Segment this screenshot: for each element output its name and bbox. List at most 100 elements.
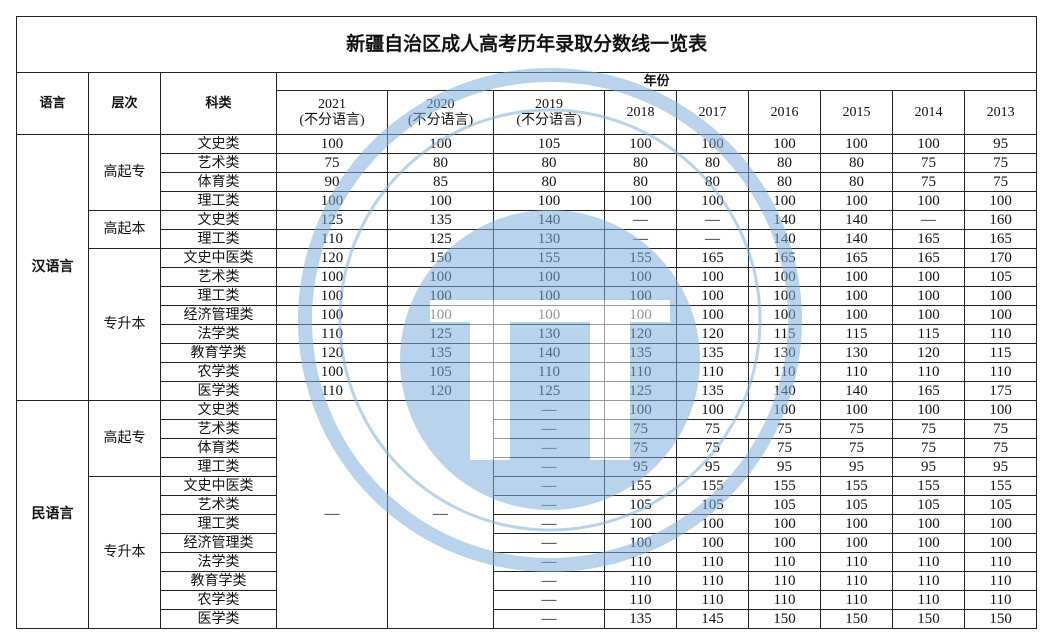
subject-cell: 农学类 bbox=[160, 590, 277, 610]
subject-cell: 理工类 bbox=[160, 457, 277, 477]
score-cell: 100 bbox=[676, 191, 749, 211]
score-table-container: 新疆自治区成人高考历年录取分数线一览表 语言 层次 科类 年份 2021 (不分语… bbox=[15, 16, 1038, 629]
score-cell: 110 bbox=[892, 590, 965, 610]
score-cell: 80 bbox=[493, 172, 605, 192]
score-cell: 100 bbox=[892, 514, 965, 534]
score-cell: 110 bbox=[963, 590, 1038, 610]
score-cell: 135 bbox=[387, 210, 494, 230]
score-cell: 155 bbox=[963, 476, 1038, 496]
score-cell: 165 bbox=[748, 248, 821, 268]
score-cell: 155 bbox=[604, 248, 677, 268]
score-cell: 100 bbox=[676, 514, 749, 534]
subject-cell: 文史中医类 bbox=[160, 248, 277, 268]
score-cell: — bbox=[604, 210, 677, 230]
subject-cell: 医学类 bbox=[160, 381, 277, 401]
table-row: 艺术类 75 80 80 80 80 80 80 75 75 bbox=[17, 153, 1038, 173]
year-label: 2018 bbox=[626, 104, 655, 120]
score-cell: 100 bbox=[963, 286, 1038, 306]
score-cell: 100 bbox=[493, 286, 605, 306]
score-cell: 100 bbox=[748, 134, 821, 154]
level-cell: 高起专 bbox=[88, 134, 161, 211]
score-cell: 120 bbox=[276, 248, 388, 268]
score-cell: 75 bbox=[892, 438, 965, 458]
score-cell: 135 bbox=[387, 343, 494, 363]
subject-cell: 体育类 bbox=[160, 172, 277, 192]
year-label: 2015 bbox=[842, 104, 871, 120]
score-cell: 100 bbox=[748, 286, 821, 306]
score-cell: 150 bbox=[963, 609, 1038, 629]
score-cell: 155 bbox=[604, 476, 677, 496]
table-row: 高起本 文史类 125 135 140— —140 140—160 bbox=[17, 210, 1038, 249]
score-cell: 105 bbox=[676, 495, 749, 515]
score-cell: 100 bbox=[604, 305, 677, 325]
table-title: 新疆自治区成人高考历年录取分数线一览表 bbox=[15, 16, 1038, 73]
score-cell: 175 bbox=[963, 381, 1038, 401]
subject-cell: 文史类 bbox=[160, 400, 277, 420]
header-year-2020: 2020 (不分语言) bbox=[387, 90, 494, 135]
score-cell: 75 bbox=[604, 419, 677, 439]
score-cell: 75 bbox=[748, 419, 821, 439]
score-cell: 75 bbox=[963, 172, 1038, 192]
year-label: 2013 bbox=[986, 104, 1015, 120]
score-cell: 150 bbox=[892, 609, 965, 629]
score-cell: 155 bbox=[748, 476, 821, 496]
score-cell: 110 bbox=[604, 571, 677, 591]
score-cell: 165 bbox=[820, 248, 893, 268]
score-cell: 110 bbox=[748, 552, 821, 572]
year-note: (不分语言) bbox=[516, 112, 582, 128]
year-label: 2014 bbox=[914, 104, 943, 120]
score-cell: 110 bbox=[604, 590, 677, 610]
score-cell: 100 bbox=[276, 362, 388, 382]
score-cell: 155 bbox=[820, 476, 893, 496]
level-cell: 高起本 bbox=[88, 210, 161, 249]
score-cell: 115 bbox=[892, 324, 965, 344]
score-cell: 155 bbox=[892, 476, 965, 496]
score-cell: 125 bbox=[276, 210, 388, 230]
score-cell: 95 bbox=[748, 457, 821, 477]
subject-cell: 教育学类 bbox=[160, 571, 277, 591]
subject-cell: 文史中医类 bbox=[160, 476, 277, 496]
score-cell: 110 bbox=[820, 362, 893, 382]
score-cell: 155 bbox=[676, 476, 749, 496]
score-cell: 100 bbox=[820, 533, 893, 553]
score-cell: — bbox=[493, 419, 605, 439]
score-cell: 100 bbox=[604, 400, 677, 420]
score-cell: 100 bbox=[892, 305, 965, 325]
score-table: 新疆自治区成人高考历年录取分数线一览表 语言 层次 科类 年份 2021 (不分语… bbox=[15, 16, 1038, 629]
subject-cell: 理工类 bbox=[160, 514, 277, 534]
score-cell: 100 bbox=[963, 400, 1038, 420]
year-label: 2016 bbox=[770, 104, 799, 120]
subject-cell: 体育类 bbox=[160, 438, 277, 458]
score-cell: 110 bbox=[676, 362, 749, 382]
table-row: 艺术类 —105 105 105 105 105 105 bbox=[17, 495, 1038, 515]
score-cell: 120 bbox=[276, 343, 388, 363]
score-cell: 100 bbox=[820, 134, 893, 154]
score-cell: 80 bbox=[676, 172, 749, 192]
score-cell: 140 bbox=[820, 381, 893, 401]
subject-cell: 艺术类 bbox=[160, 419, 277, 439]
year-label: 2019 bbox=[535, 96, 563, 112]
score-cell: 155 bbox=[493, 248, 605, 268]
table-row: 艺术类 —75 75 75 75 75 75 bbox=[17, 419, 1038, 439]
score-cell: 100 bbox=[387, 305, 494, 325]
score-cell: 100 bbox=[387, 134, 494, 154]
score-cell: 125 bbox=[387, 324, 494, 344]
table-row: 体育类 90 85 80 80 80 80 80 75 75 bbox=[17, 172, 1038, 192]
score-cell: 100 bbox=[820, 400, 893, 420]
score-cell: 75 bbox=[676, 438, 749, 458]
score-cell: 165 bbox=[963, 229, 1038, 249]
score-cell: 110 bbox=[963, 362, 1038, 382]
score-cell: — bbox=[493, 533, 605, 553]
header-subject: 科类 bbox=[160, 72, 277, 135]
subject-cell: 艺术类 bbox=[160, 153, 277, 173]
table-row: 理工类 —95 95 95 95 95 95 bbox=[17, 457, 1038, 477]
score-cell: 165 bbox=[676, 248, 749, 268]
score-cell: 80 bbox=[604, 153, 677, 173]
subject-cell: 经济管理类 bbox=[160, 305, 277, 325]
score-cell: 140 bbox=[820, 210, 893, 230]
subject-cell: 理工类 bbox=[160, 191, 277, 211]
table-row: 理工类 110 125 130— —140 140 165 165 bbox=[17, 229, 1038, 249]
score-cell: 125 bbox=[493, 381, 605, 401]
level-cell: 专升本 bbox=[88, 248, 161, 401]
score-cell: 105 bbox=[820, 495, 893, 515]
